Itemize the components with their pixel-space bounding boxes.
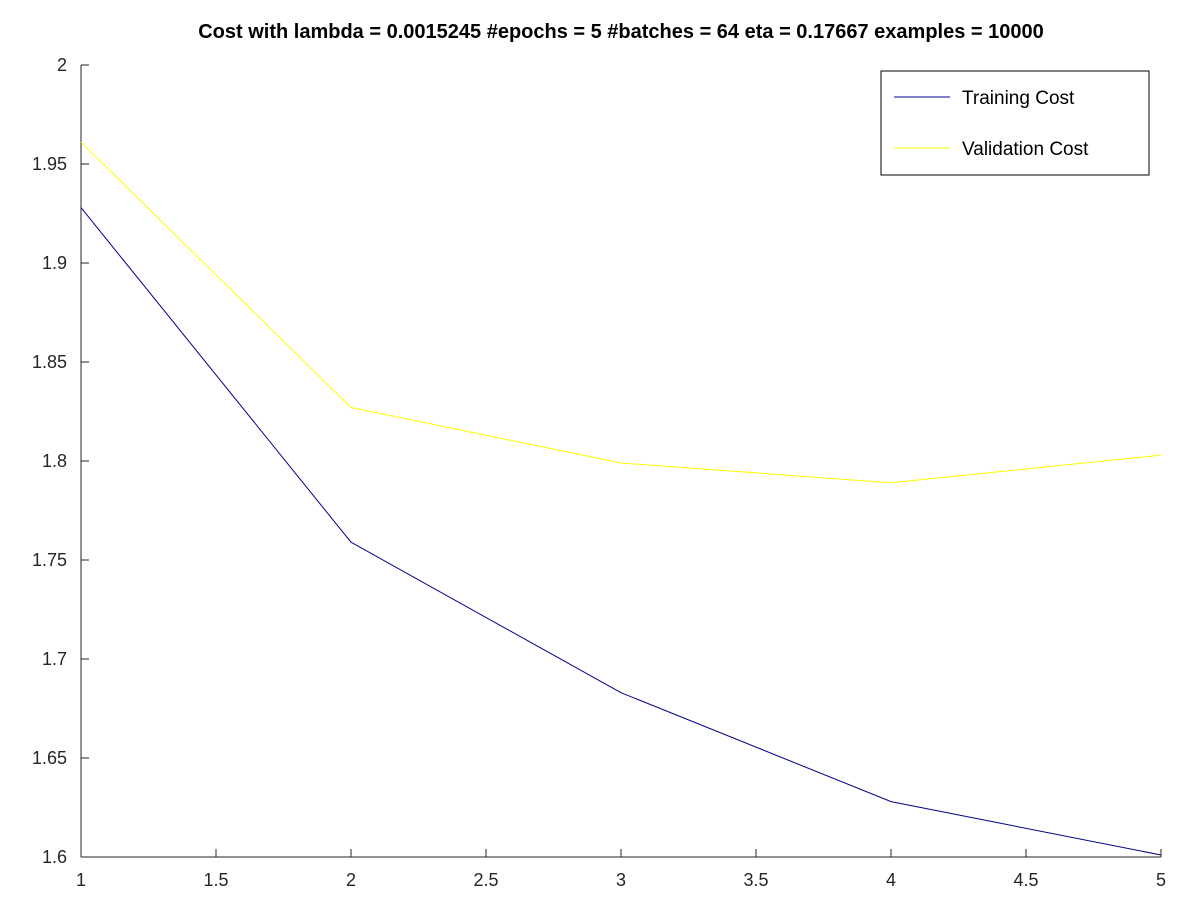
series-lines xyxy=(80,141,1162,856)
y-tick-label: 1.9 xyxy=(42,253,67,273)
y-tick-label: 1.65 xyxy=(32,748,67,768)
legend-label-validation-cost: Validation Cost xyxy=(962,139,1089,160)
x-tick-label: 2 xyxy=(346,870,356,890)
x-tick-label: 3.5 xyxy=(743,870,768,890)
legend-box xyxy=(880,70,1150,176)
x-tick-label: 2.5 xyxy=(473,870,498,890)
x-tick-label: 4.5 xyxy=(1013,870,1038,890)
x-tick-label: 4 xyxy=(886,870,896,890)
y-tick-label: 1.6 xyxy=(42,847,67,867)
y-tick-label: 1.95 xyxy=(32,154,67,174)
y-tick-label: 1.85 xyxy=(32,352,67,372)
x-tick-label: 3 xyxy=(616,870,626,890)
series-line-validation-cost xyxy=(80,141,1162,484)
y-axis-ticks: 1.6 1.65 1.7 1.75 1.8 1.85 1.9 1.95 2 xyxy=(32,55,89,867)
y-tick-label: 2 xyxy=(57,55,67,75)
x-tick-label: 5 xyxy=(1156,870,1166,890)
y-tick-label: 1.7 xyxy=(42,649,67,669)
x-tick-label: 1 xyxy=(76,870,86,890)
y-tick-label: 1.75 xyxy=(32,550,67,570)
x-axis-ticks: 1 1.5 2 2.5 3 3.5 4 4.5 5 xyxy=(76,849,1166,890)
series-line-training-cost xyxy=(80,207,1162,856)
y-tick-label: 1.8 xyxy=(42,451,67,471)
legend: Training Cost Validation Cost xyxy=(880,70,1150,176)
legend-label-training-cost: Training Cost xyxy=(962,88,1075,109)
x-tick-label: 1.5 xyxy=(203,870,228,890)
chart-title: Cost with lambda = 0.0015245 #epochs = 5… xyxy=(198,21,1044,43)
